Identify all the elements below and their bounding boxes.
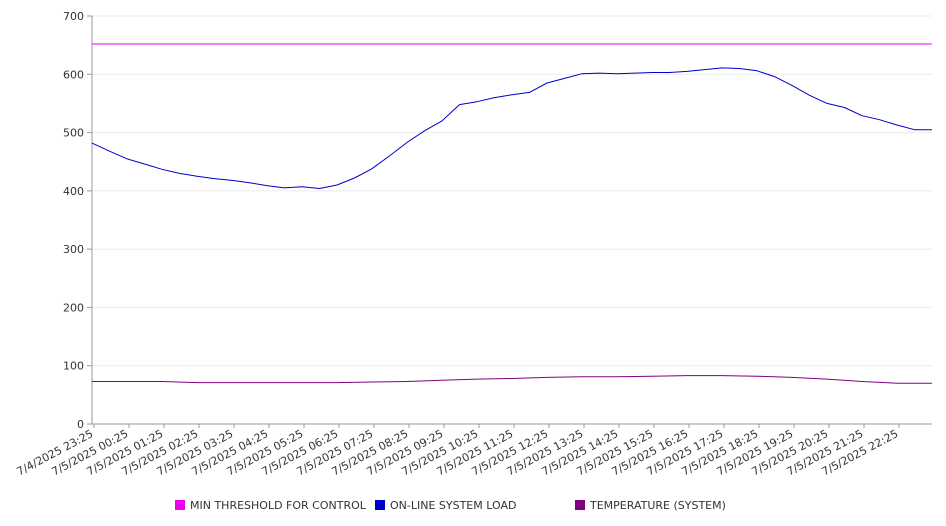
- y-tick-label: 300: [63, 243, 84, 256]
- y-axis-ticks: 0 100 200 300 400 500 600 700: [63, 10, 84, 431]
- legend-swatch: [175, 500, 185, 510]
- y-tick-label: 600: [63, 68, 84, 81]
- y-tick-label: 0: [77, 418, 84, 431]
- x-axis-ticks: 7/4/2025 23:257/5/2025 00:257/5/2025 01:…: [15, 427, 901, 478]
- legend: MIN THRESHOLD FOR CONTROL ON-LINE SYSTEM …: [175, 499, 726, 512]
- y-tick-label: 500: [63, 127, 84, 140]
- series-line-2: [91, 67, 932, 189]
- legend-label: ON-LINE SYSTEM LOAD: [390, 499, 516, 512]
- y-tick-label: 700: [63, 10, 84, 23]
- legend-label: MIN THRESHOLD FOR CONTROL: [190, 499, 367, 512]
- y-tick-label: 200: [63, 301, 84, 314]
- axes: [87, 15, 932, 428]
- legend-swatch: [575, 500, 585, 510]
- grid: [92, 15, 932, 367]
- series-line-3: [92, 375, 932, 384]
- y-tick-label: 100: [63, 360, 84, 373]
- y-tick-label: 400: [63, 185, 84, 198]
- legend-swatch: [375, 500, 385, 510]
- series-group: [91, 43, 932, 384]
- legend-label: TEMPERATURE (SYSTEM): [589, 499, 726, 512]
